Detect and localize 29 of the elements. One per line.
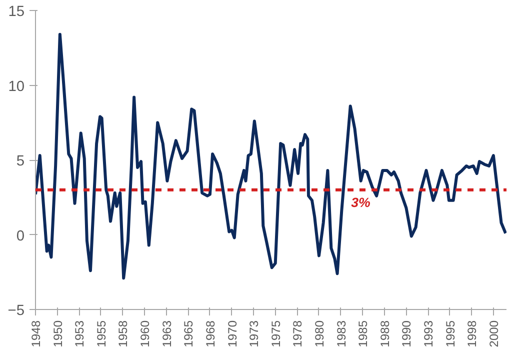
x-tick-label: 1958 (116, 320, 130, 348)
x-tick-label: 1983 (334, 320, 348, 348)
x-tick-label: 2000 (486, 320, 501, 348)
ref-line-label: 3% (351, 194, 370, 210)
x-tick-label: 1970 (225, 320, 240, 348)
x-tick-label: 1990 (400, 320, 414, 348)
x-tick-label: 1950 (50, 320, 65, 348)
y-tick-label: 15 (8, 4, 25, 20)
x-tick-label: 1988 (378, 320, 392, 348)
x-tick-label: 1960 (138, 320, 152, 348)
x-tick-label: 1948 (29, 320, 43, 348)
x-tick-label: 1978 (290, 320, 305, 348)
y-tick-label: −5 (8, 303, 25, 319)
x-tick-label: 1953 (72, 320, 87, 348)
x-tick-label: 1963 (160, 320, 174, 348)
x-tick-label: 1995 (443, 320, 458, 348)
x-tick-label: 1965 (182, 320, 196, 348)
x-tick-label: 1980 (312, 320, 326, 348)
x-tick-label: 1968 (203, 320, 218, 348)
x-tick-label: 1975 (268, 320, 283, 348)
x-tick-label: 1998 (465, 320, 480, 348)
x-tick-label: 1955 (94, 320, 108, 348)
x-tick-label: 1985 (356, 320, 370, 348)
y-tick-label: 5 (16, 154, 25, 170)
y-tick-label: 10 (8, 78, 25, 95)
line-series (36, 32, 506, 280)
x-tick-label: 1973 (247, 320, 262, 348)
x-tick-label: 1993 (422, 320, 436, 348)
y-tick-label: 0 (16, 228, 25, 244)
